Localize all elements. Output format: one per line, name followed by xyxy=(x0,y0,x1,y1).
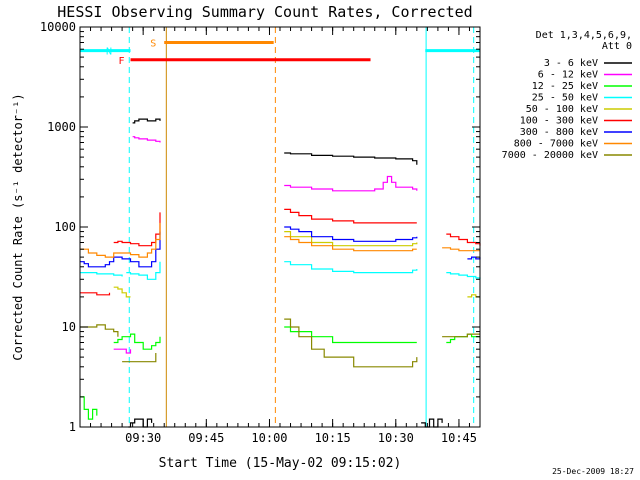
legend-header-0: Det 1,3,4,5,6,9, xyxy=(536,30,632,41)
series-2-segment-2 xyxy=(284,326,417,344)
x-tick-label-0: 09:30 xyxy=(125,431,161,445)
series-8-segment-0 xyxy=(80,324,119,337)
x-tick-label-2: 10:00 xyxy=(251,431,287,445)
legend-label-6: 300 - 800 keV xyxy=(520,127,598,138)
series-1-segment-2 xyxy=(284,175,418,192)
y-tick-label-1: 10 xyxy=(62,320,76,334)
y-axis-label: Corrected Count Rate (s⁻¹ detector⁻¹) xyxy=(11,93,25,360)
y-tick-label-2: 100 xyxy=(54,220,76,234)
series-8-segment-2 xyxy=(284,318,418,368)
series-6-segment-1 xyxy=(284,226,418,242)
x-tick-label-3: 10:15 xyxy=(315,431,351,445)
series-0-segment-3 xyxy=(421,418,443,428)
series-7-segment-2 xyxy=(442,247,480,252)
flag-label-S: S xyxy=(150,38,156,49)
series-0-segment-0 xyxy=(128,418,153,428)
series-2-segment-0 xyxy=(80,396,98,420)
series-3-segment-0 xyxy=(80,272,123,277)
series-3-segment-1 xyxy=(126,261,161,280)
series-7-segment-0 xyxy=(80,222,161,258)
axes-layer: 09:30 09:45 10:00 10:15 10:30 10:45 1 10 100 1000… xyxy=(40,20,481,445)
x-tick-label-1: 09:45 xyxy=(188,431,224,445)
chart-title: HESSI Observing Summary Count Rates, Cor… xyxy=(57,3,472,21)
flag-label-N: N xyxy=(106,47,112,58)
flag-label-F: F xyxy=(119,56,125,67)
series-0-segment-2 xyxy=(284,152,418,165)
y-tick-label-3: 1000 xyxy=(47,120,76,134)
legend-label-0: 3 - 6 keV xyxy=(544,58,598,69)
x-tick-label-4: 10:30 xyxy=(378,431,414,445)
series-2-segment-3 xyxy=(446,333,480,344)
legend-label-4: 50 - 100 keV xyxy=(526,104,598,115)
series-8-segment-3 xyxy=(442,333,480,338)
series-5-segment-3 xyxy=(446,233,481,246)
x-tick-label-5: 10:45 xyxy=(441,431,477,445)
legend-label-2: 12 - 25 keV xyxy=(532,81,598,92)
y-tick-label-0: 1 xyxy=(69,420,76,434)
legend-label-5: 100 - 300 keV xyxy=(520,116,598,127)
series-0-segment-1 xyxy=(132,118,161,124)
series-6-segment-0 xyxy=(80,231,161,268)
series-4-segment-0 xyxy=(113,286,131,298)
plot-content: S NF xyxy=(79,27,481,428)
y-tick-label-4: 10000 xyxy=(40,20,76,34)
legend-label-7: 800 - 7000 keV xyxy=(514,139,598,150)
legend-label-1: 6 - 12 keV xyxy=(538,70,598,81)
legend-header-1: Att 0 xyxy=(602,41,632,52)
series-2-segment-1 xyxy=(113,333,161,350)
series-3-segment-2 xyxy=(284,261,418,274)
plot-frame xyxy=(79,26,481,428)
legend-label-3: 25 - 50 keV xyxy=(532,93,598,104)
series-8-segment-1 xyxy=(122,353,157,363)
series-1-segment-1 xyxy=(132,136,161,143)
series-4-segment-1 xyxy=(284,231,418,247)
series-5-segment-0 xyxy=(80,292,111,296)
x-axis-label: Start Time (15-May-02 09:15:02) xyxy=(159,456,402,471)
series-5-segment-1 xyxy=(113,212,161,247)
series-3-segment-3 xyxy=(446,272,481,280)
series-1-segment-0 xyxy=(113,348,132,354)
legend-label-8: 7000 - 20000 keV xyxy=(502,150,598,161)
series-7-segment-1 xyxy=(284,236,417,252)
timestamp: 25-Dec-2009 18:27 xyxy=(552,467,634,476)
series-5-segment-2 xyxy=(284,208,417,224)
